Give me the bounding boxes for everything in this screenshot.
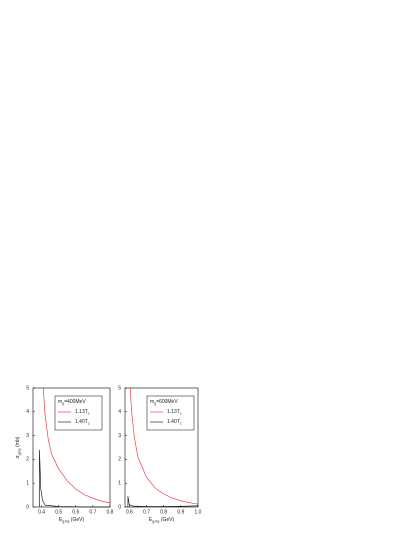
data-line bbox=[39, 449, 110, 508]
y-tick-label: 4 bbox=[118, 409, 121, 415]
legend-label: 1.40Tc bbox=[75, 419, 90, 425]
legend-box bbox=[54, 395, 103, 431]
x-axis-title-part: E bbox=[149, 517, 153, 523]
data-line bbox=[127, 496, 199, 507]
y-tick-label: 2 bbox=[26, 457, 29, 463]
legend-label-main: 1.13T bbox=[167, 409, 180, 415]
y-tick-label: 5 bbox=[26, 385, 29, 391]
legend-label: 1.40Tc bbox=[167, 419, 182, 425]
legend-title-part: m bbox=[58, 399, 62, 405]
legend-label-sub: c bbox=[180, 421, 182, 425]
y-tick-label: 2 bbox=[118, 457, 121, 463]
data-line bbox=[42, 387, 111, 504]
x-axis-title: EgJ/ψ (GeV) bbox=[59, 517, 85, 523]
y-tick-label: 3 bbox=[26, 433, 29, 439]
legend-title-part: g bbox=[154, 401, 156, 405]
x-axis-title-part: (GeV) bbox=[69, 517, 84, 523]
x-axis-title: EgJ/ψ (GeV) bbox=[149, 517, 175, 523]
legend-title-part: =600MeV bbox=[156, 399, 178, 405]
y-tick-label: 1 bbox=[118, 481, 121, 487]
legend-label-sub: c bbox=[180, 411, 182, 415]
y-axis-title-part: σ bbox=[15, 454, 21, 458]
legend-label: 1.13Tc bbox=[75, 409, 90, 415]
x-tick-label: 0.6 bbox=[72, 509, 79, 515]
legend-label-sub: c bbox=[88, 421, 90, 425]
x-axis-title-part: (GeV) bbox=[159, 517, 174, 523]
y-tick-label: 0 bbox=[118, 504, 121, 510]
legend-label-main: 1.40T bbox=[167, 419, 180, 425]
legend-title: mg=400MeV bbox=[58, 399, 86, 405]
legend-label-sub: c bbox=[88, 411, 90, 415]
x-tick-label: 0.8 bbox=[107, 509, 114, 515]
y-tick-label: 0 bbox=[26, 504, 29, 510]
y-tick-label: 5 bbox=[118, 385, 121, 391]
y-axis-title-part: gJ/ψ bbox=[17, 448, 21, 456]
chart: 0.6 0.7 0.8 0.9 1.0 0 1 2 3 4 5 EgJ/ψ (GeV) mg=600Me… bbox=[118, 385, 201, 523]
x-tick-label: 0.8 bbox=[160, 509, 167, 515]
x-axis-title-part: gJ/ψ bbox=[152, 519, 160, 523]
x-tick-label: 0.6 bbox=[126, 509, 133, 515]
x-tick-label: 0.4 bbox=[38, 509, 45, 515]
x-axis-title-part: E bbox=[59, 517, 63, 523]
y-axis-title-part: (mb) bbox=[15, 436, 21, 448]
x-tick-label: 0.7 bbox=[143, 509, 150, 515]
x-tick-label: 0.7 bbox=[89, 509, 96, 515]
legend-box bbox=[146, 395, 195, 431]
y-tick-label: 1 bbox=[26, 481, 29, 487]
legend-title-part: g bbox=[62, 401, 64, 405]
y-tick-label: 3 bbox=[118, 433, 121, 439]
x-tick-label: 0.9 bbox=[177, 509, 184, 515]
y-axis-title: σgJ/ψ (mb) bbox=[15, 436, 21, 458]
y-tick-label: 4 bbox=[26, 409, 29, 415]
legend-title-part: m bbox=[150, 399, 154, 405]
plot-frame bbox=[32, 387, 111, 508]
legend-title-part: =400MeV bbox=[64, 399, 86, 405]
x-tick-label: 1.0 bbox=[195, 509, 202, 515]
legend-label-main: 1.40T bbox=[75, 419, 88, 425]
x-axis-title-part: gJ/ψ bbox=[62, 519, 70, 523]
legend-label-main: 1.13T bbox=[75, 409, 88, 415]
plot-frame bbox=[124, 387, 199, 508]
x-tick-label: 0.5 bbox=[55, 509, 62, 515]
legend-title: mg=600MeV bbox=[150, 399, 178, 405]
data-line bbox=[129, 387, 199, 505]
legend-label: 1.13Tc bbox=[167, 409, 182, 415]
